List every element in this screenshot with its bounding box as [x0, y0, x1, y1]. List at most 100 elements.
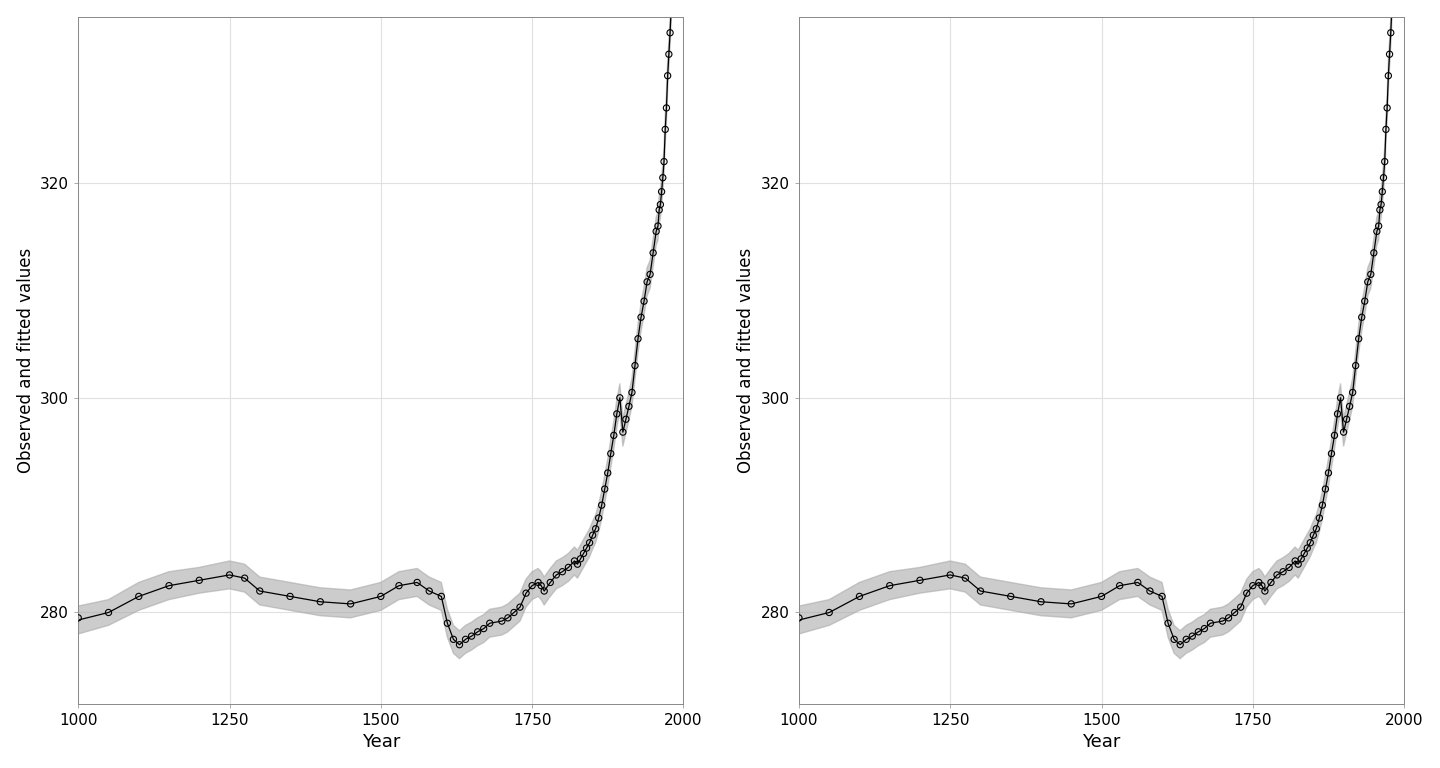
Point [1200, 617, 1223, 630]
Point [1318, 467, 1341, 479]
Point [608, 392, 631, 404]
Point [658, 27, 681, 39]
Point [429, 591, 452, 603]
Point [635, 276, 658, 288]
Point [654, 123, 677, 135]
Point [1181, 630, 1204, 642]
Point [909, 574, 932, 587]
Point [1380, 27, 1403, 39]
Point [1266, 569, 1289, 581]
Point [999, 591, 1022, 603]
Point [530, 580, 553, 592]
Point [585, 522, 608, 535]
Point [647, 220, 670, 232]
Point [1277, 561, 1300, 574]
Point [1030, 596, 1053, 608]
Point [645, 225, 668, 237]
Point [1344, 359, 1367, 372]
Point [1187, 626, 1210, 638]
Point [1109, 580, 1132, 592]
Point [1302, 529, 1325, 541]
Point [1371, 186, 1394, 198]
Point [1341, 386, 1364, 399]
Point [1329, 392, 1352, 404]
Point [187, 574, 210, 587]
Point [1299, 537, 1322, 549]
Point [1217, 612, 1240, 624]
Point [788, 612, 811, 624]
Point [649, 186, 672, 198]
Point [1362, 247, 1385, 259]
Point [1126, 576, 1149, 588]
Point [605, 408, 628, 420]
Point [217, 569, 240, 581]
Point [1359, 268, 1382, 280]
Point [1241, 580, 1264, 592]
Point [1377, 70, 1400, 82]
Point [1372, 171, 1395, 184]
Point [1381, 0, 1404, 12]
Point [655, 102, 678, 114]
Point [157, 580, 180, 592]
Point [1287, 558, 1310, 571]
Point [442, 633, 465, 645]
Point [478, 617, 501, 630]
Point [497, 612, 520, 624]
Point [657, 48, 680, 61]
Point [1378, 48, 1401, 61]
Point [1305, 522, 1328, 535]
Point [338, 598, 361, 610]
Point [1283, 554, 1306, 567]
Point [539, 576, 562, 588]
Point [1338, 400, 1361, 412]
Point [1230, 601, 1253, 614]
Point [1320, 448, 1344, 460]
Point [233, 572, 256, 584]
Point [1236, 587, 1259, 599]
Point [1313, 483, 1336, 495]
Point [818, 607, 841, 619]
Point [1290, 553, 1313, 565]
Point [533, 585, 556, 598]
Point [660, 0, 683, 12]
Point [657, 70, 680, 82]
Point [1367, 220, 1390, 232]
Point [1308, 512, 1331, 525]
Point [96, 607, 120, 619]
Point [406, 576, 429, 588]
Point [566, 558, 589, 571]
Y-axis label: Observed and fitted values: Observed and fitted values [737, 247, 756, 473]
Point [387, 580, 410, 592]
Point [629, 311, 652, 323]
X-axis label: Year: Year [1083, 733, 1120, 751]
Point [624, 359, 647, 372]
Point [848, 591, 871, 603]
Point [1260, 576, 1283, 588]
Point [615, 413, 638, 425]
Point [638, 268, 661, 280]
Point [642, 247, 665, 259]
Point [454, 633, 477, 645]
Point [1375, 102, 1398, 114]
Point [1192, 622, 1215, 634]
Point [1296, 542, 1319, 554]
Point [1374, 123, 1397, 135]
Point [569, 553, 592, 565]
Point [878, 580, 901, 592]
Y-axis label: Observed and fitted values: Observed and fitted values [17, 247, 35, 473]
Point [590, 499, 613, 511]
Point [127, 591, 150, 603]
Point [369, 591, 392, 603]
Point [612, 426, 635, 439]
Point [588, 512, 611, 525]
Point [508, 601, 531, 614]
Point [1368, 204, 1391, 216]
Point [1351, 311, 1374, 323]
Point [467, 626, 490, 638]
Point [572, 548, 595, 560]
Point [1090, 591, 1113, 603]
Point [1211, 615, 1234, 627]
Point [648, 204, 671, 216]
Point [1060, 598, 1083, 610]
Point [459, 630, 482, 642]
